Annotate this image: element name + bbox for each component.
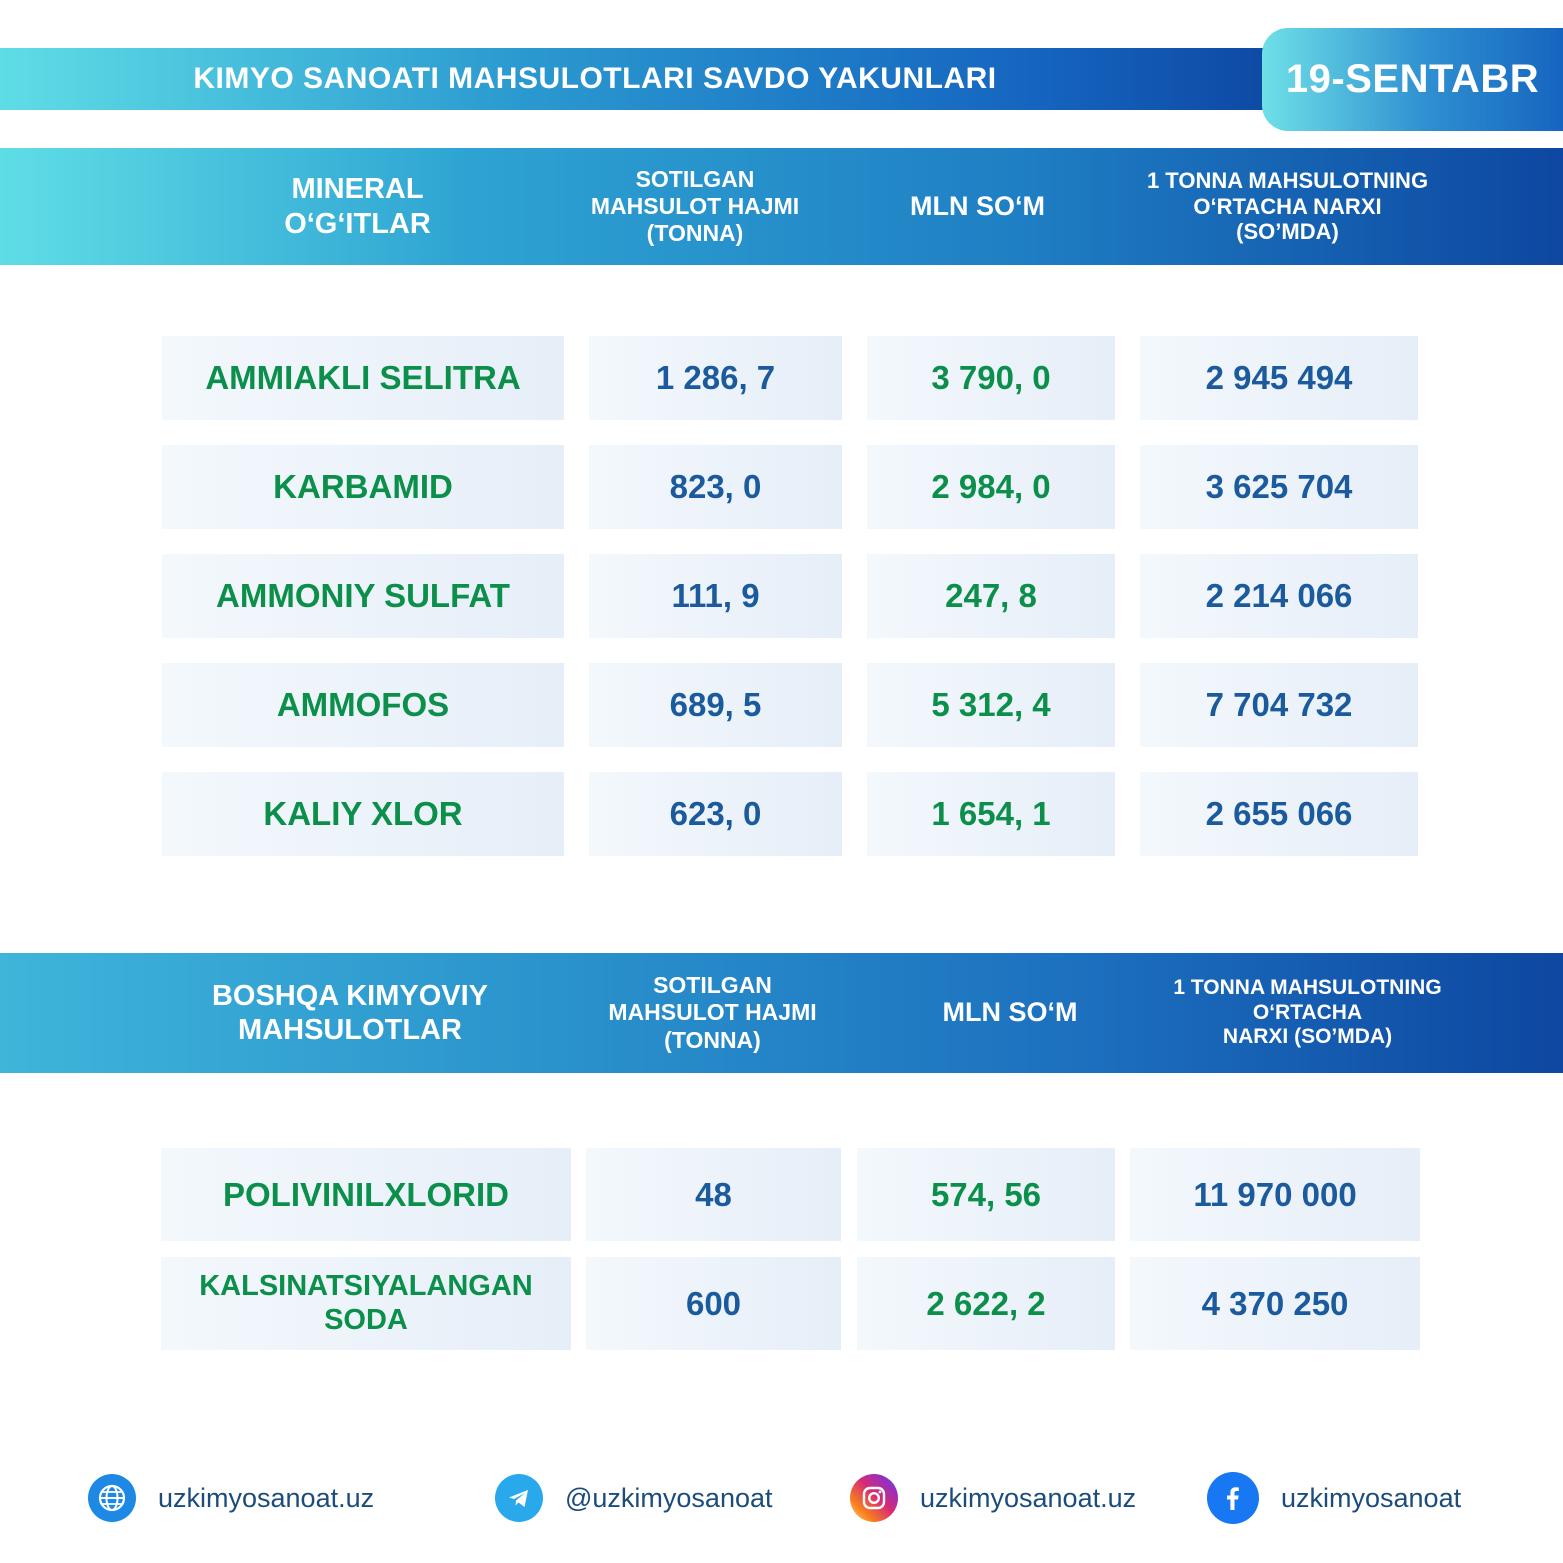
row-price: 4 370 250 <box>1130 1257 1420 1350</box>
title-banner: KIMYO SANOATI MAHSULOTLARI SAVDO YAKUNLA… <box>0 48 1290 110</box>
row-volume: 111, 9 <box>589 554 842 638</box>
row-volume: 689, 5 <box>589 663 842 747</box>
row-name: AMMONIY SULFAT <box>162 554 564 638</box>
row-mln: 3 790, 0 <box>867 336 1115 420</box>
footer-telegram[interactable]: @uzkimyosanoat <box>495 1472 773 1524</box>
date-badge: 19-SENTABR <box>1262 28 1563 131</box>
footer-website-text: uzkimyosanoat.uz <box>158 1482 375 1513</box>
row-volume: 623, 0 <box>589 772 842 856</box>
row-name: KALSINATSIYALANGAN SODA <box>161 1257 571 1350</box>
section2-col-price: 1 TONNA MAHSULOTNING O‘RTACHA NARXI (SO’MD… <box>1173 975 1442 1049</box>
section2-header: BOSHQA KIMYOVIY MAHSULOTLAR SOTILGAN MAHSU… <box>0 953 1563 1073</box>
row-name: POLIVINILXLORID <box>161 1148 571 1241</box>
globe-icon <box>88 1474 136 1522</box>
row-mln: 247, 8 <box>867 554 1115 638</box>
facebook-icon <box>1207 1472 1259 1524</box>
section2-col-mln: MLN SO‘M <box>942 997 1078 1028</box>
row-volume: 823, 0 <box>589 445 842 529</box>
footer-telegram-text: @uzkimyosanoat <box>565 1482 773 1513</box>
footer-facebook[interactable]: uzkimyosanoat <box>1207 1472 1461 1524</box>
footer-website[interactable]: uzkimyosanoat.uz <box>88 1472 374 1524</box>
date-label: 19-SENTABR <box>1285 57 1540 101</box>
section1-col-price: 1 TONNA MAHSULOTNING O‘RTACHA NARXI (SO’MD… <box>1146 167 1429 245</box>
row-price: 2 214 066 <box>1140 554 1418 638</box>
row-volume: 1 286, 7 <box>589 336 842 420</box>
row-name: KARBAMID <box>162 445 564 529</box>
telegram-icon <box>495 1474 543 1522</box>
row-price: 2 655 066 <box>1140 772 1418 856</box>
section1-col-mln: MLN SO‘M <box>910 190 1045 221</box>
row-name: KALIY XLOR <box>162 772 564 856</box>
row-mln: 2 984, 0 <box>867 445 1115 529</box>
row-mln: 2 622, 2 <box>857 1257 1115 1350</box>
row-name: AMMOFOS <box>162 663 564 747</box>
row-price: 7 704 732 <box>1140 663 1418 747</box>
row-name: AMMIAKLI SELITRA <box>162 336 564 420</box>
row-price: 3 625 704 <box>1140 445 1418 529</box>
page-title: KIMYO SANOATI MAHSULOTLARI SAVDO YAKUNLA… <box>193 62 997 95</box>
row-mln: 1 654, 1 <box>867 772 1115 856</box>
row-volume: 600 <box>586 1257 841 1350</box>
section1-header: MINERAL O‘G‘ITLAR SOTILGAN MAHSULOT HAJMI(… <box>0 148 1563 265</box>
footer-facebook-text: uzkimyosanoat <box>1281 1482 1462 1513</box>
section1-col-category: MINERAL O‘G‘ITLAR <box>284 173 431 240</box>
instagram-icon <box>850 1474 898 1522</box>
row-volume: 48 <box>586 1148 841 1241</box>
footer-instagram[interactable]: uzkimyosanoat.uz <box>850 1472 1136 1524</box>
row-price: 2 945 494 <box>1140 336 1418 420</box>
section2-col-volume: SOTILGAN MAHSULOT HAJMI (TONNA) <box>608 972 817 1053</box>
section1-col-volume: SOTILGAN MAHSULOT HAJMI (TONNA) <box>590 165 800 247</box>
section2-col-category: BOSHQA KIMYOVIY MAHSULOTLAR <box>211 979 489 1046</box>
row-mln: 5 312, 4 <box>867 663 1115 747</box>
row-mln: 574, 56 <box>857 1148 1115 1241</box>
footer-instagram-text: uzkimyosanoat.uz <box>920 1482 1137 1513</box>
row-price: 11 970 000 <box>1130 1148 1420 1241</box>
